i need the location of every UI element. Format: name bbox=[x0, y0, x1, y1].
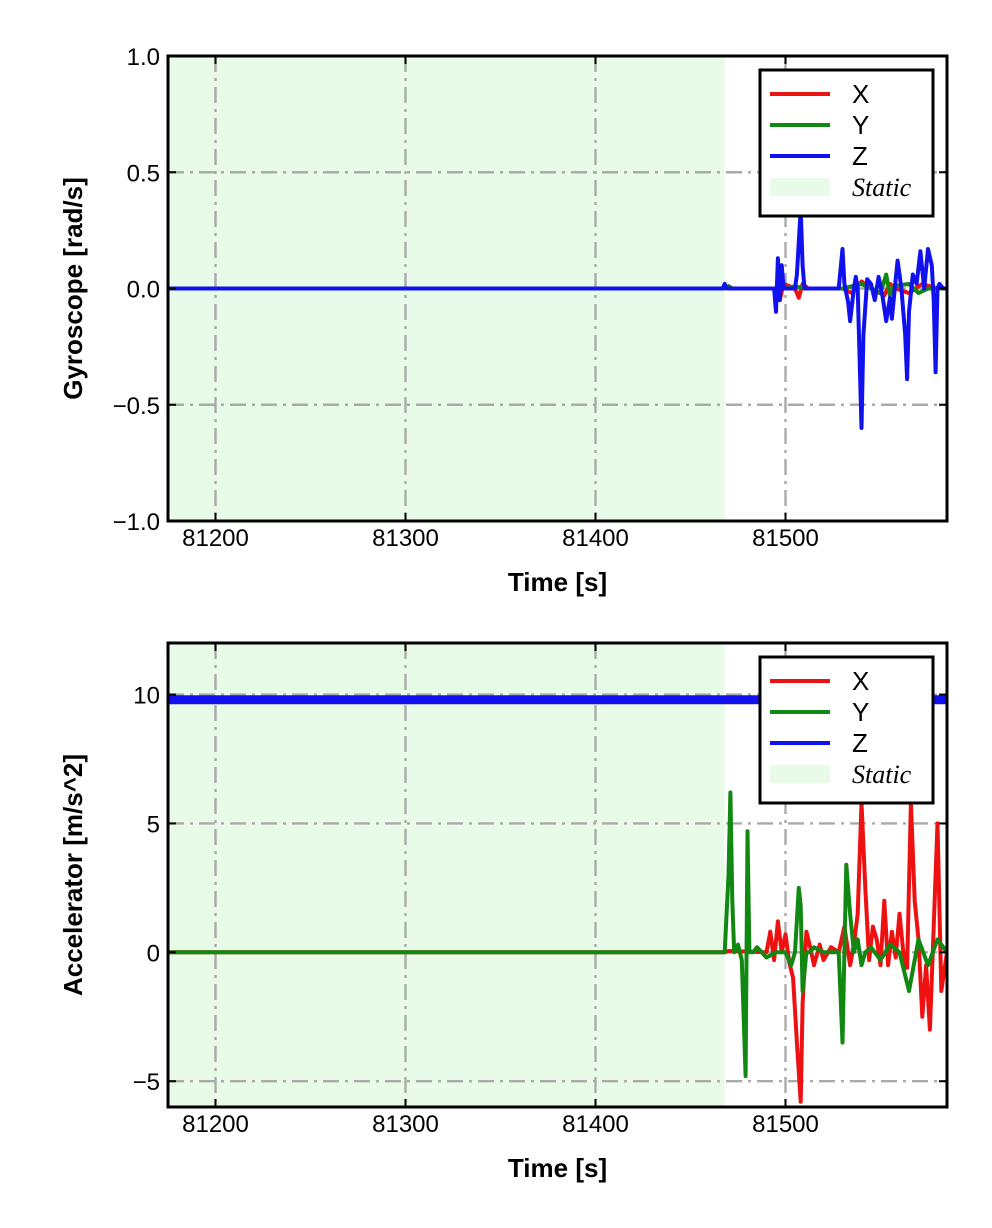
gyro-x-tick-label: 81300 bbox=[372, 525, 439, 552]
accel-plot-frame bbox=[166, 641, 949, 1109]
accel-legend-label-z: Z bbox=[852, 728, 868, 758]
gyro-y-tick-label: −0.5 bbox=[113, 393, 160, 420]
gyro-x-axis-title: Time [s] bbox=[508, 567, 607, 597]
accel-legend-swatch-static bbox=[770, 765, 830, 783]
gyro-x-tick-label: 81500 bbox=[752, 525, 819, 552]
gyro-legend-label-static: Static bbox=[852, 173, 912, 202]
gyro-y-tick-label: 0.5 bbox=[127, 160, 160, 187]
gyro-legend-label-x: X bbox=[852, 79, 869, 109]
accel-x-tick-label: 81200 bbox=[182, 1111, 249, 1138]
accelerator-chart: 81200 81300 81400 81500 −5 0 5 10 Time [s] Accele… bbox=[58, 641, 949, 1183]
gyro-x-tick-label: 81200 bbox=[182, 525, 249, 552]
gyro-legend-swatch-static bbox=[770, 178, 830, 196]
accel-x-tick-label: 81400 bbox=[562, 1111, 629, 1138]
accel-x-tick-label: 81500 bbox=[752, 1111, 819, 1138]
gyro-y-axis-title: Gyroscope [rad/s] bbox=[58, 177, 88, 400]
accel-y-axis-title: Accelerator [m/s^2] bbox=[58, 754, 88, 996]
gyro-legend-label-y: Y bbox=[852, 110, 869, 140]
accel-legend-label-x: X bbox=[852, 666, 869, 696]
accel-y-tick-label: 0 bbox=[147, 940, 160, 967]
accel-legend-label-static: Static bbox=[852, 760, 912, 789]
gyro-y-tick-label: 0.0 bbox=[127, 277, 160, 304]
accel-y-tick-label: 5 bbox=[147, 811, 160, 838]
accel-y-tick-label: 10 bbox=[133, 683, 160, 710]
accel-series-y-line bbox=[168, 790, 947, 1079]
accel-series-x-line bbox=[168, 800, 947, 1104]
accel-x-axis-title: Time [s] bbox=[508, 1153, 607, 1183]
accel-x-tick-label: 81300 bbox=[372, 1111, 439, 1138]
gyroscope-chart: 81200 81300 81400 81500 −1.0 −0.5 0.0 0.5 1.0 Tim… bbox=[58, 44, 949, 597]
gyro-x-tick-label: 81400 bbox=[562, 525, 629, 552]
gyro-series-z-line bbox=[168, 207, 947, 430]
gyro-y-tick-label: −1.0 bbox=[113, 509, 160, 536]
gyro-y-tick-label: 1.0 bbox=[127, 44, 160, 71]
gyro-legend-label-z: Z bbox=[852, 141, 868, 171]
accel-y-tick-label: −5 bbox=[133, 1069, 160, 1096]
accel-legend-label-y: Y bbox=[852, 697, 869, 727]
accel-static-region bbox=[168, 643, 725, 1107]
